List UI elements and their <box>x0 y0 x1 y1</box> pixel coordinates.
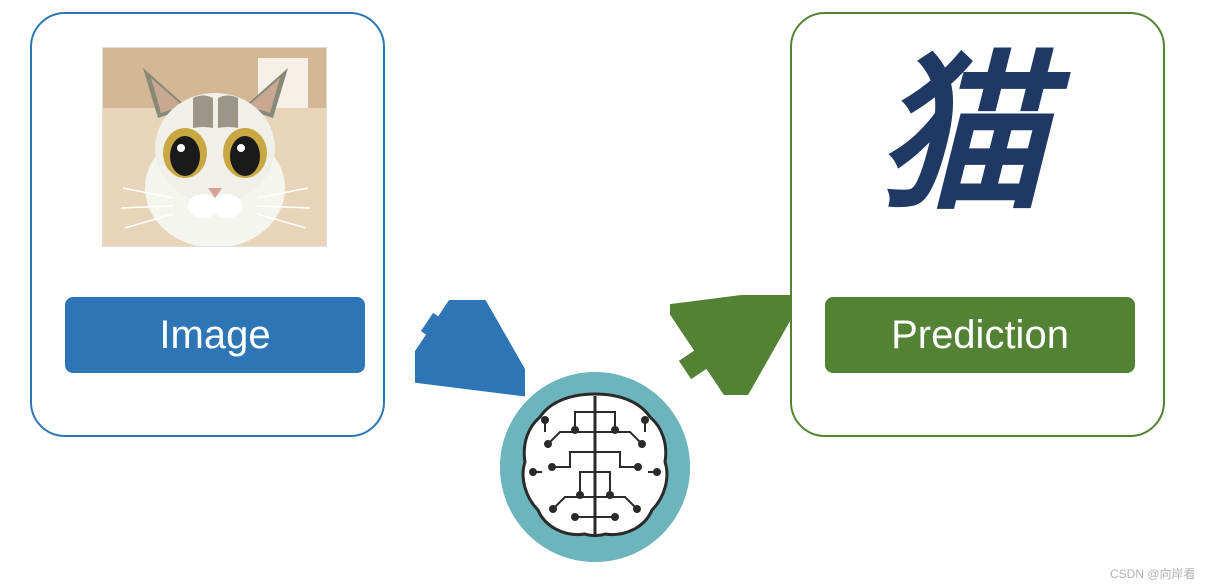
input-label-text: Image <box>159 313 270 358</box>
output-label: Prediction <box>825 297 1135 373</box>
brain-svg <box>500 372 690 562</box>
output-label-text: Prediction <box>891 313 1069 358</box>
prediction-character: 猫 <box>877 34 1047 238</box>
input-label: Image <box>65 297 365 373</box>
watermark-text: CSDN @向岸看 <box>1110 565 1196 582</box>
cat-illustration <box>103 48 327 247</box>
cat-photo <box>102 47 327 247</box>
arrow-model-to-output <box>670 295 790 395</box>
input-panel: Image <box>30 12 385 437</box>
brain-model-icon <box>500 372 690 562</box>
output-panel: 猫 Prediction <box>790 12 1165 437</box>
